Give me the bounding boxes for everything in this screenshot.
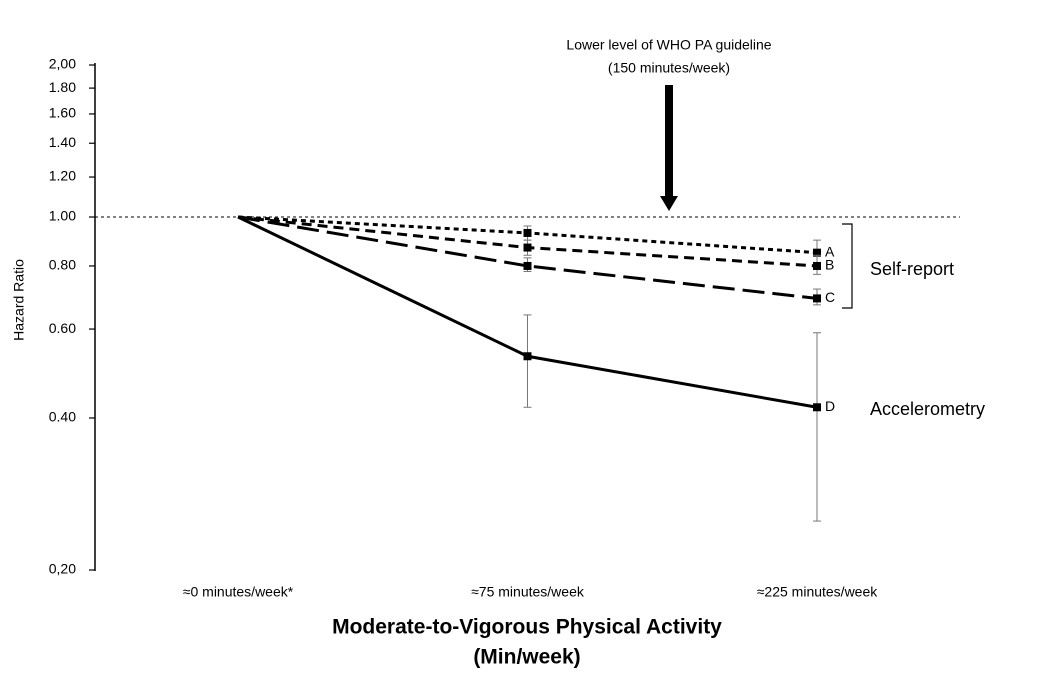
series-label: C — [825, 289, 835, 305]
y-tick-label: 1.80 — [49, 79, 76, 95]
y-tick-label: 0.60 — [49, 320, 76, 336]
annotation: Lower level of WHO PA guideline — [566, 37, 771, 53]
line — [237, 215, 818, 300]
x-tick-label: ≈75 minutes/week — [471, 584, 585, 600]
marker — [813, 403, 821, 412]
x-tick-label: ≈225 minutes/week — [757, 584, 879, 600]
marker — [813, 248, 821, 257]
y-tick-label: 0.80 — [49, 257, 76, 273]
series-label: A — [825, 243, 835, 259]
marker — [523, 352, 532, 361]
group-label: Self-report — [870, 259, 954, 279]
y-tick-label: 0,20 — [49, 561, 76, 577]
marker — [813, 294, 821, 303]
y-tick-label: 1.00 — [49, 208, 76, 224]
y-tick-label: 1.20 — [49, 168, 76, 184]
series-label: B — [825, 257, 834, 273]
marker — [523, 228, 532, 237]
x-tick-label: ≈0 minutes/week* — [183, 584, 294, 600]
y-tick-label: 1.40 — [49, 134, 76, 150]
arrow-head — [660, 196, 678, 211]
marker — [523, 261, 532, 270]
group-label: Accelerometry — [870, 399, 985, 419]
x-axis-label: Moderate-to-Vigorous Physical Activity — [332, 616, 722, 639]
y-tick-label: 2,00 — [49, 56, 76, 72]
marker — [813, 261, 821, 270]
bracket — [842, 223, 853, 309]
marker — [523, 243, 532, 252]
y-tick-label: 1.60 — [49, 105, 76, 121]
annotation: (150 minutes/week) — [608, 60, 730, 76]
x-axis-label: (Min/week) — [473, 646, 580, 669]
series-label: D — [825, 398, 835, 414]
y-tick-label: 0.40 — [49, 409, 76, 425]
y-axis-label: Hazard Ratio — [11, 259, 27, 341]
